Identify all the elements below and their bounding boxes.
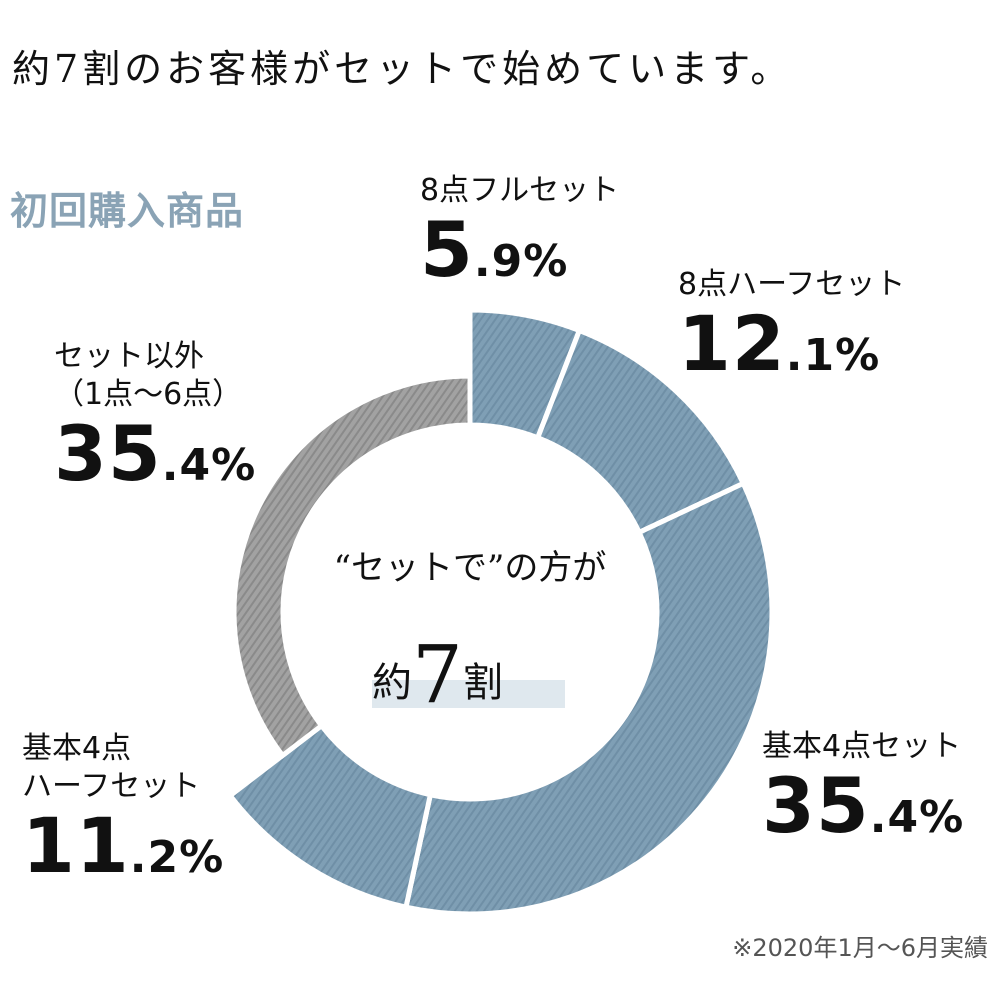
slice-label-text: （1点〜6点） [54, 377, 243, 412]
highlight-bar [372, 680, 565, 708]
page-title: 約7割のお客様がセットで始めています。 [12, 47, 793, 91]
slice-label-text: 8点ハーフセット [678, 267, 906, 302]
slice-value: 12.1% [678, 299, 881, 388]
slice-label-half-set: 8点ハーフセット 12.1% [678, 266, 905, 396]
center-caption: “セットで”の方が [333, 548, 607, 588]
slice-value: 35.4% [762, 761, 965, 850]
slice-label-text: ハーフセット [22, 769, 201, 804]
chart-title: 初回購入商品 [10, 189, 245, 233]
slice-label-non-set: セット以外 （1点〜6点） 35.4% [54, 338, 256, 506]
slice-label-basic4-set: 基本4点セット 35.4% [762, 728, 964, 858]
slice-label-basic4-half-set: 基本4点 ハーフセット 11.2% [22, 730, 224, 898]
donut-slice-4 [231, 373, 473, 759]
slice-value: 5.9% [420, 205, 569, 294]
donut-slice-2 [403, 480, 775, 917]
slice-label-full-set: 8点フルセット 5.9% [420, 172, 619, 302]
footnote: ※2020年1月〜6月実績 [732, 934, 988, 962]
donut-slice-3 [226, 722, 434, 911]
center-highlight: 約7割 [372, 628, 565, 721]
slice-label-text: 8点フルセット [420, 173, 620, 208]
slice-label-text: セット以外 [54, 339, 204, 374]
slice-label-text: 基本4点セット [762, 729, 962, 764]
center-value: 約7割 [372, 628, 503, 721]
slice-value: 35.4% [54, 409, 257, 498]
slice-label-text: 基本4点 [22, 731, 132, 766]
slice-value: 11.2% [22, 801, 225, 890]
